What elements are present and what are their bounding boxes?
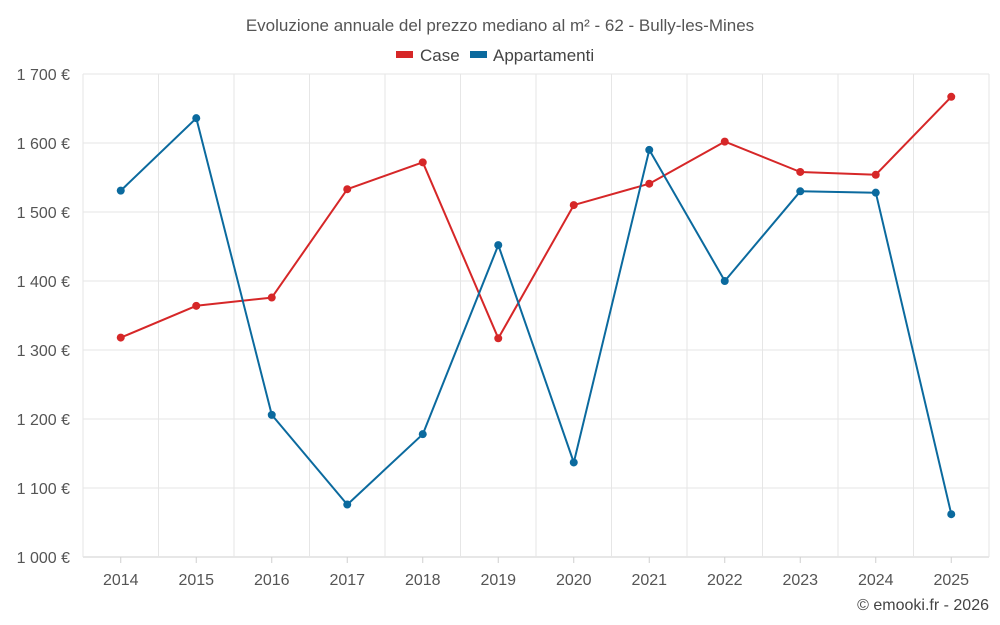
- data-point-appartamenti[interactable]: [494, 241, 503, 250]
- data-point-case[interactable]: [796, 167, 805, 176]
- x-tick-label: 2022: [707, 572, 743, 589]
- y-tick-label: 1 300 €: [17, 343, 70, 360]
- data-point-appartamenti[interactable]: [645, 145, 654, 154]
- legend-label-appartamenti: Appartamenti: [493, 46, 594, 65]
- data-point-appartamenti[interactable]: [871, 188, 880, 197]
- y-tick-label: 1 600 €: [17, 136, 70, 153]
- x-tick-label: 2015: [178, 572, 214, 589]
- data-point-appartamenti[interactable]: [796, 187, 805, 196]
- data-point-case[interactable]: [192, 301, 201, 310]
- legend-label-case: Case: [420, 46, 460, 65]
- data-point-case[interactable]: [645, 179, 654, 188]
- x-tick-label: 2025: [933, 572, 969, 589]
- y-tick-label: 1 400 €: [17, 274, 70, 291]
- data-point-appartamenti[interactable]: [720, 277, 729, 285]
- x-tick-label: 2024: [858, 572, 894, 589]
- y-tick-label: 1 000 €: [17, 550, 70, 567]
- y-tick-label: 1 500 €: [17, 205, 70, 222]
- x-tick-label: 2018: [405, 572, 441, 589]
- y-tick-label: 1 200 €: [17, 412, 70, 429]
- x-tick-label: 2021: [631, 572, 667, 589]
- data-point-appartamenti[interactable]: [947, 510, 956, 519]
- series-line-appartamenti: [120, 117, 953, 515]
- series-appartamenti: [116, 114, 956, 519]
- x-tick-label: 2020: [556, 572, 592, 589]
- data-point-appartamenti[interactable]: [418, 430, 427, 439]
- series-case: [116, 92, 956, 343]
- data-point-case[interactable]: [871, 170, 880, 179]
- legend-swatch-appartamenti: [470, 51, 487, 58]
- legend: Case Appartamenti: [396, 46, 594, 65]
- data-point-case[interactable]: [343, 185, 352, 194]
- data-point-appartamenti[interactable]: [267, 410, 276, 419]
- data-point-appartamenti[interactable]: [192, 114, 201, 123]
- y-axis: 1 000 € 1 100 € 1 200 € 1 300 € 1 400 € 1 500…: [17, 67, 70, 567]
- series-line-case: [120, 96, 953, 340]
- y-tick-label: 1 100 €: [17, 481, 70, 498]
- data-point-case[interactable]: [947, 92, 956, 101]
- x-tick-label: 2023: [782, 572, 818, 589]
- data-point-appartamenti[interactable]: [343, 500, 352, 509]
- data-point-case[interactable]: [569, 201, 578, 210]
- legend-item-appartamenti[interactable]: Appartamenti: [470, 46, 594, 65]
- legend-swatch-case: [396, 51, 413, 58]
- legend-item-case[interactable]: Case: [396, 46, 460, 65]
- x-tick-label: 2019: [480, 572, 516, 589]
- chart-title: Evoluzione annuale del prezzo mediano al…: [246, 16, 754, 35]
- grid: [82, 73, 990, 558]
- data-point-case[interactable]: [267, 293, 276, 302]
- data-point-appartamenti[interactable]: [116, 186, 125, 195]
- data-point-case[interactable]: [720, 137, 729, 146]
- credit-text: © emooki.fr - 2026: [857, 597, 989, 614]
- x-tick-label: 2016: [254, 572, 290, 589]
- y-tick-label: 1 700 €: [17, 67, 70, 84]
- data-point-case[interactable]: [116, 333, 125, 342]
- series: [116, 92, 956, 519]
- x-tick-label: 2014: [103, 572, 139, 589]
- data-point-appartamenti[interactable]: [569, 458, 578, 467]
- x-axis: 2014 2015 2016 2017 2018 2019 2020 2021 2022 2023…: [103, 557, 969, 589]
- data-point-case[interactable]: [494, 334, 503, 343]
- x-tick-label: 2017: [329, 572, 365, 589]
- data-point-case[interactable]: [418, 158, 427, 167]
